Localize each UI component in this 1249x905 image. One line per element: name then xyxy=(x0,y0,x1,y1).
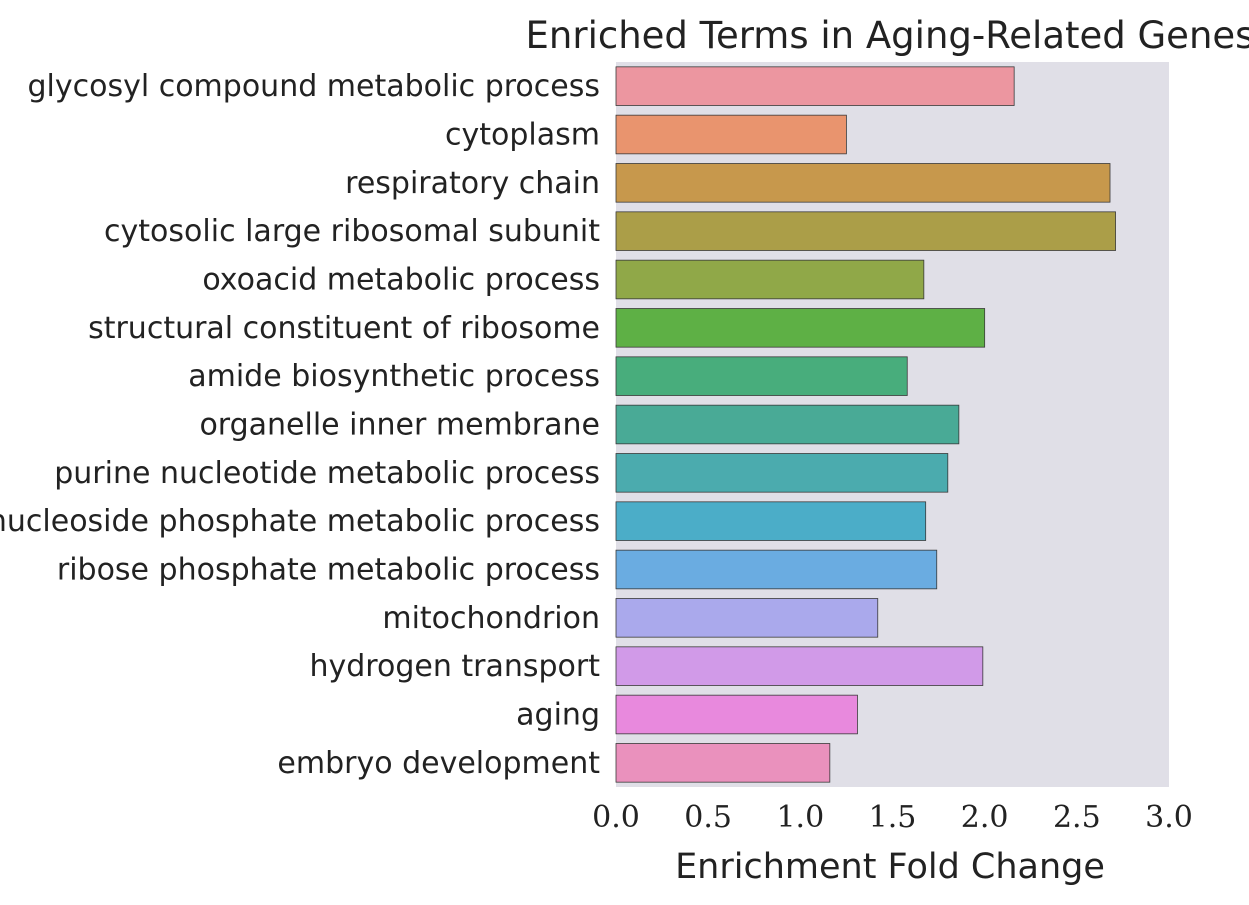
chart-title: Enriched Terms in Aging-Related Genes xyxy=(526,14,1249,57)
category-label-11: ribose phosphate metabolic process xyxy=(57,553,600,588)
bar-14 xyxy=(615,694,858,735)
category-label-6: structural constituent of ribosome xyxy=(88,311,600,346)
bar-7 xyxy=(615,356,908,396)
x-tick-label-3: 1.0 xyxy=(776,800,824,835)
category-labels-group: glycosyl compound metabolic process cytop… xyxy=(0,69,600,781)
category-label-1: glycosyl compound metabolic process xyxy=(27,69,600,104)
x-tick-label-7: 3.0 xyxy=(1145,800,1193,835)
category-label-15: embryo development xyxy=(277,746,600,781)
category-label-5: oxoacid metabolic process xyxy=(202,263,600,298)
bar-5 xyxy=(615,259,925,300)
bar-6 xyxy=(615,308,986,348)
category-label-10: nucleoside phosphate metabolic process xyxy=(0,504,600,539)
bar-9 xyxy=(615,453,949,493)
category-label-13: hydrogen transport xyxy=(309,649,600,684)
bar-11 xyxy=(615,549,938,590)
category-label-8: organelle inner membrane xyxy=(199,408,600,443)
bar-10 xyxy=(615,501,927,541)
bar-3 xyxy=(615,163,1111,203)
bar-1 xyxy=(615,66,1015,106)
x-tick-label-6: 2.5 xyxy=(1053,800,1101,835)
bar-2 xyxy=(615,114,847,155)
x-tick-label-4: 1.5 xyxy=(869,800,917,835)
category-label-4: cytosolic large ribosomal subunit xyxy=(104,214,600,249)
bar-4 xyxy=(615,211,1116,251)
x-tick-label-2: 0.5 xyxy=(684,800,732,835)
x-axis-label: Enrichment Fold Change xyxy=(675,847,1105,887)
category-label-12: mitochondrion xyxy=(382,601,600,636)
category-label-14: aging xyxy=(516,698,600,733)
category-label-7: amide biosynthetic process xyxy=(188,359,600,394)
bars-group xyxy=(615,66,1116,783)
category-label-3: respiratory chain xyxy=(345,166,600,201)
x-tick-label-5: 2.0 xyxy=(961,800,1009,835)
bar-15 xyxy=(615,743,831,783)
x-tick-labels-group: 0.0 0.5 1.0 1.5 2.0 2.5 3.0 xyxy=(592,800,1193,835)
category-label-2: cytoplasm xyxy=(445,118,600,153)
bar-13 xyxy=(615,646,984,686)
bar-12 xyxy=(615,598,879,638)
bar-8 xyxy=(615,404,960,445)
x-tick-label-1: 0.0 xyxy=(592,800,640,835)
category-label-9: purine nucleotide metabolic process xyxy=(54,456,600,491)
